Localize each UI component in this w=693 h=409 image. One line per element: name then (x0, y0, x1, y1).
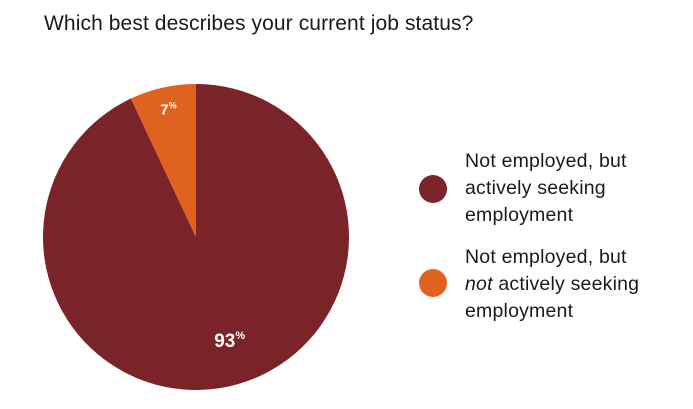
legend-label-line: actively seeking (465, 177, 606, 199)
chart-title: Which best describes your current job st… (44, 12, 474, 35)
pie-slice-seeking (42, 84, 350, 391)
pie-label-not-seeking: 7% (160, 101, 176, 119)
legend-label-line: Not employed, but (465, 150, 627, 172)
legend-item-seeking: Not employed, but actively seeking emplo… (419, 148, 689, 244)
pie-label-seeking: 93% (214, 330, 245, 352)
legend-label-line: Not employed, but (465, 246, 627, 268)
legend-label-line: not actively seeking (465, 271, 639, 298)
legend-label-rest: actively seeking (492, 273, 640, 295)
legend-emphasis: not (465, 273, 493, 295)
legend-swatch-not-seeking (419, 269, 447, 297)
legend-label-seeking: Not employed, but actively seeking emplo… (465, 148, 627, 229)
legend-item-not-seeking: Not employed, but not actively seeking e… (419, 244, 689, 340)
pie-slice-not-seeking (130, 84, 196, 237)
legend-label-line: employment (465, 300, 574, 322)
legend-label-line: employment (465, 204, 574, 226)
legend-label-not-seeking: Not employed, but not actively seeking e… (465, 244, 639, 325)
legend-swatch-seeking (419, 175, 447, 203)
